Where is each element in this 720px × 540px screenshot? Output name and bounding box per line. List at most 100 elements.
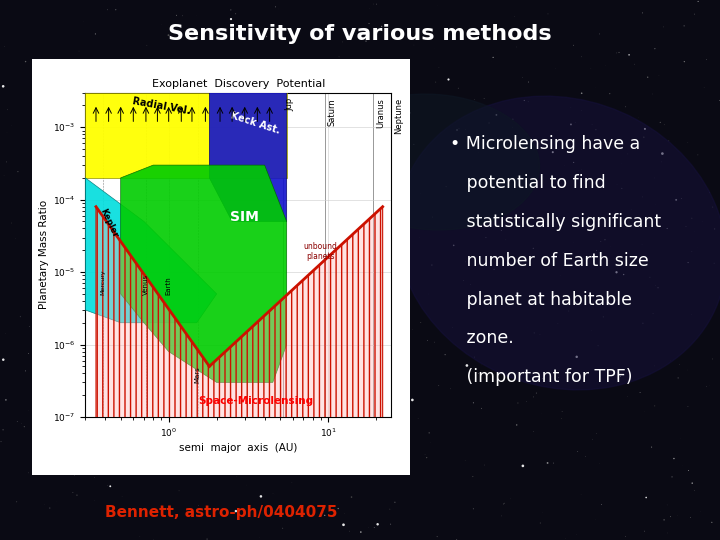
Point: [242, 127, 253, 136]
Point: [431, 532, 443, 540]
Point: [30, 225, 41, 234]
Text: number of Earth size: number of Earth size: [450, 252, 649, 269]
Point: [567, 41, 579, 50]
Point: [338, 178, 349, 187]
Point: [634, 471, 646, 480]
Point: [419, 450, 431, 459]
Point: [80, 363, 91, 372]
Point: [243, 266, 254, 274]
Point: [356, 32, 367, 40]
Point: [190, 11, 202, 20]
Y-axis label: Planetary Mass Ratio: Planetary Mass Ratio: [39, 200, 49, 309]
Point: [557, 248, 569, 257]
Point: [109, 368, 121, 376]
Point: [636, 9, 648, 17]
Point: [251, 335, 263, 344]
Point: [113, 100, 125, 109]
Point: [458, 383, 469, 391]
Point: [156, 302, 167, 310]
Point: [222, 279, 233, 287]
Point: [300, 190, 312, 198]
Point: [636, 193, 648, 201]
Point: [298, 293, 310, 302]
Point: [599, 235, 611, 244]
Point: [370, 380, 382, 389]
Point: [339, 509, 351, 518]
Point: [71, 491, 83, 500]
Point: [214, 82, 225, 90]
Point: [488, 265, 500, 274]
Point: [612, 264, 624, 273]
Point: [677, 461, 688, 470]
Text: Venus: Venus: [143, 274, 149, 295]
Point: [163, 339, 175, 347]
Point: [0, 426, 9, 434]
Point: [372, 219, 384, 227]
Point: [69, 106, 81, 115]
Point: [254, 301, 266, 309]
Point: [150, 122, 162, 130]
Point: [162, 335, 174, 344]
Point: [528, 427, 539, 436]
Point: [523, 98, 534, 106]
Point: [194, 132, 205, 141]
Point: [487, 53, 499, 62]
Point: [427, 213, 438, 221]
Point: [228, 370, 239, 379]
Point: [605, 242, 616, 251]
Point: [106, 164, 117, 172]
Point: [554, 271, 566, 280]
Point: [441, 183, 452, 191]
Point: [91, 227, 103, 236]
Point: [616, 159, 627, 168]
Point: [576, 52, 588, 61]
Point: [565, 120, 577, 129]
Point: [189, 210, 201, 218]
Point: [143, 314, 154, 323]
Point: [620, 103, 631, 111]
Point: [469, 353, 480, 361]
Point: [346, 492, 357, 501]
Point: [133, 75, 145, 84]
Point: [34, 195, 45, 204]
Point: [500, 235, 512, 244]
Point: [667, 449, 679, 457]
Point: [199, 249, 210, 258]
Point: [476, 404, 487, 413]
Point: [476, 361, 487, 369]
Point: [293, 454, 305, 463]
Point: [537, 374, 549, 383]
Point: [338, 139, 349, 148]
Point: [429, 338, 441, 347]
Point: [261, 32, 272, 41]
Point: [372, 300, 383, 308]
Point: [1, 158, 12, 166]
Point: [557, 407, 568, 416]
Point: [0, 355, 9, 364]
Point: [534, 330, 546, 339]
Point: [260, 32, 271, 41]
Point: [480, 134, 491, 143]
Point: [23, 349, 35, 357]
Point: [22, 469, 34, 477]
Point: [634, 388, 646, 397]
Text: Neptune: Neptune: [395, 98, 403, 134]
Point: [537, 508, 549, 517]
Point: [678, 57, 690, 66]
Point: [197, 360, 209, 368]
Point: [114, 325, 125, 334]
Point: [408, 140, 420, 149]
Point: [267, 489, 279, 498]
Point: [399, 237, 410, 246]
Point: [259, 508, 271, 516]
Point: [594, 30, 606, 38]
Point: [469, 95, 480, 104]
Point: [355, 528, 366, 536]
Point: [240, 481, 252, 489]
Point: [297, 510, 308, 518]
Point: [640, 493, 652, 502]
Point: [668, 454, 680, 463]
Point: [703, 188, 715, 197]
Point: [507, 115, 518, 124]
Point: [565, 103, 577, 112]
